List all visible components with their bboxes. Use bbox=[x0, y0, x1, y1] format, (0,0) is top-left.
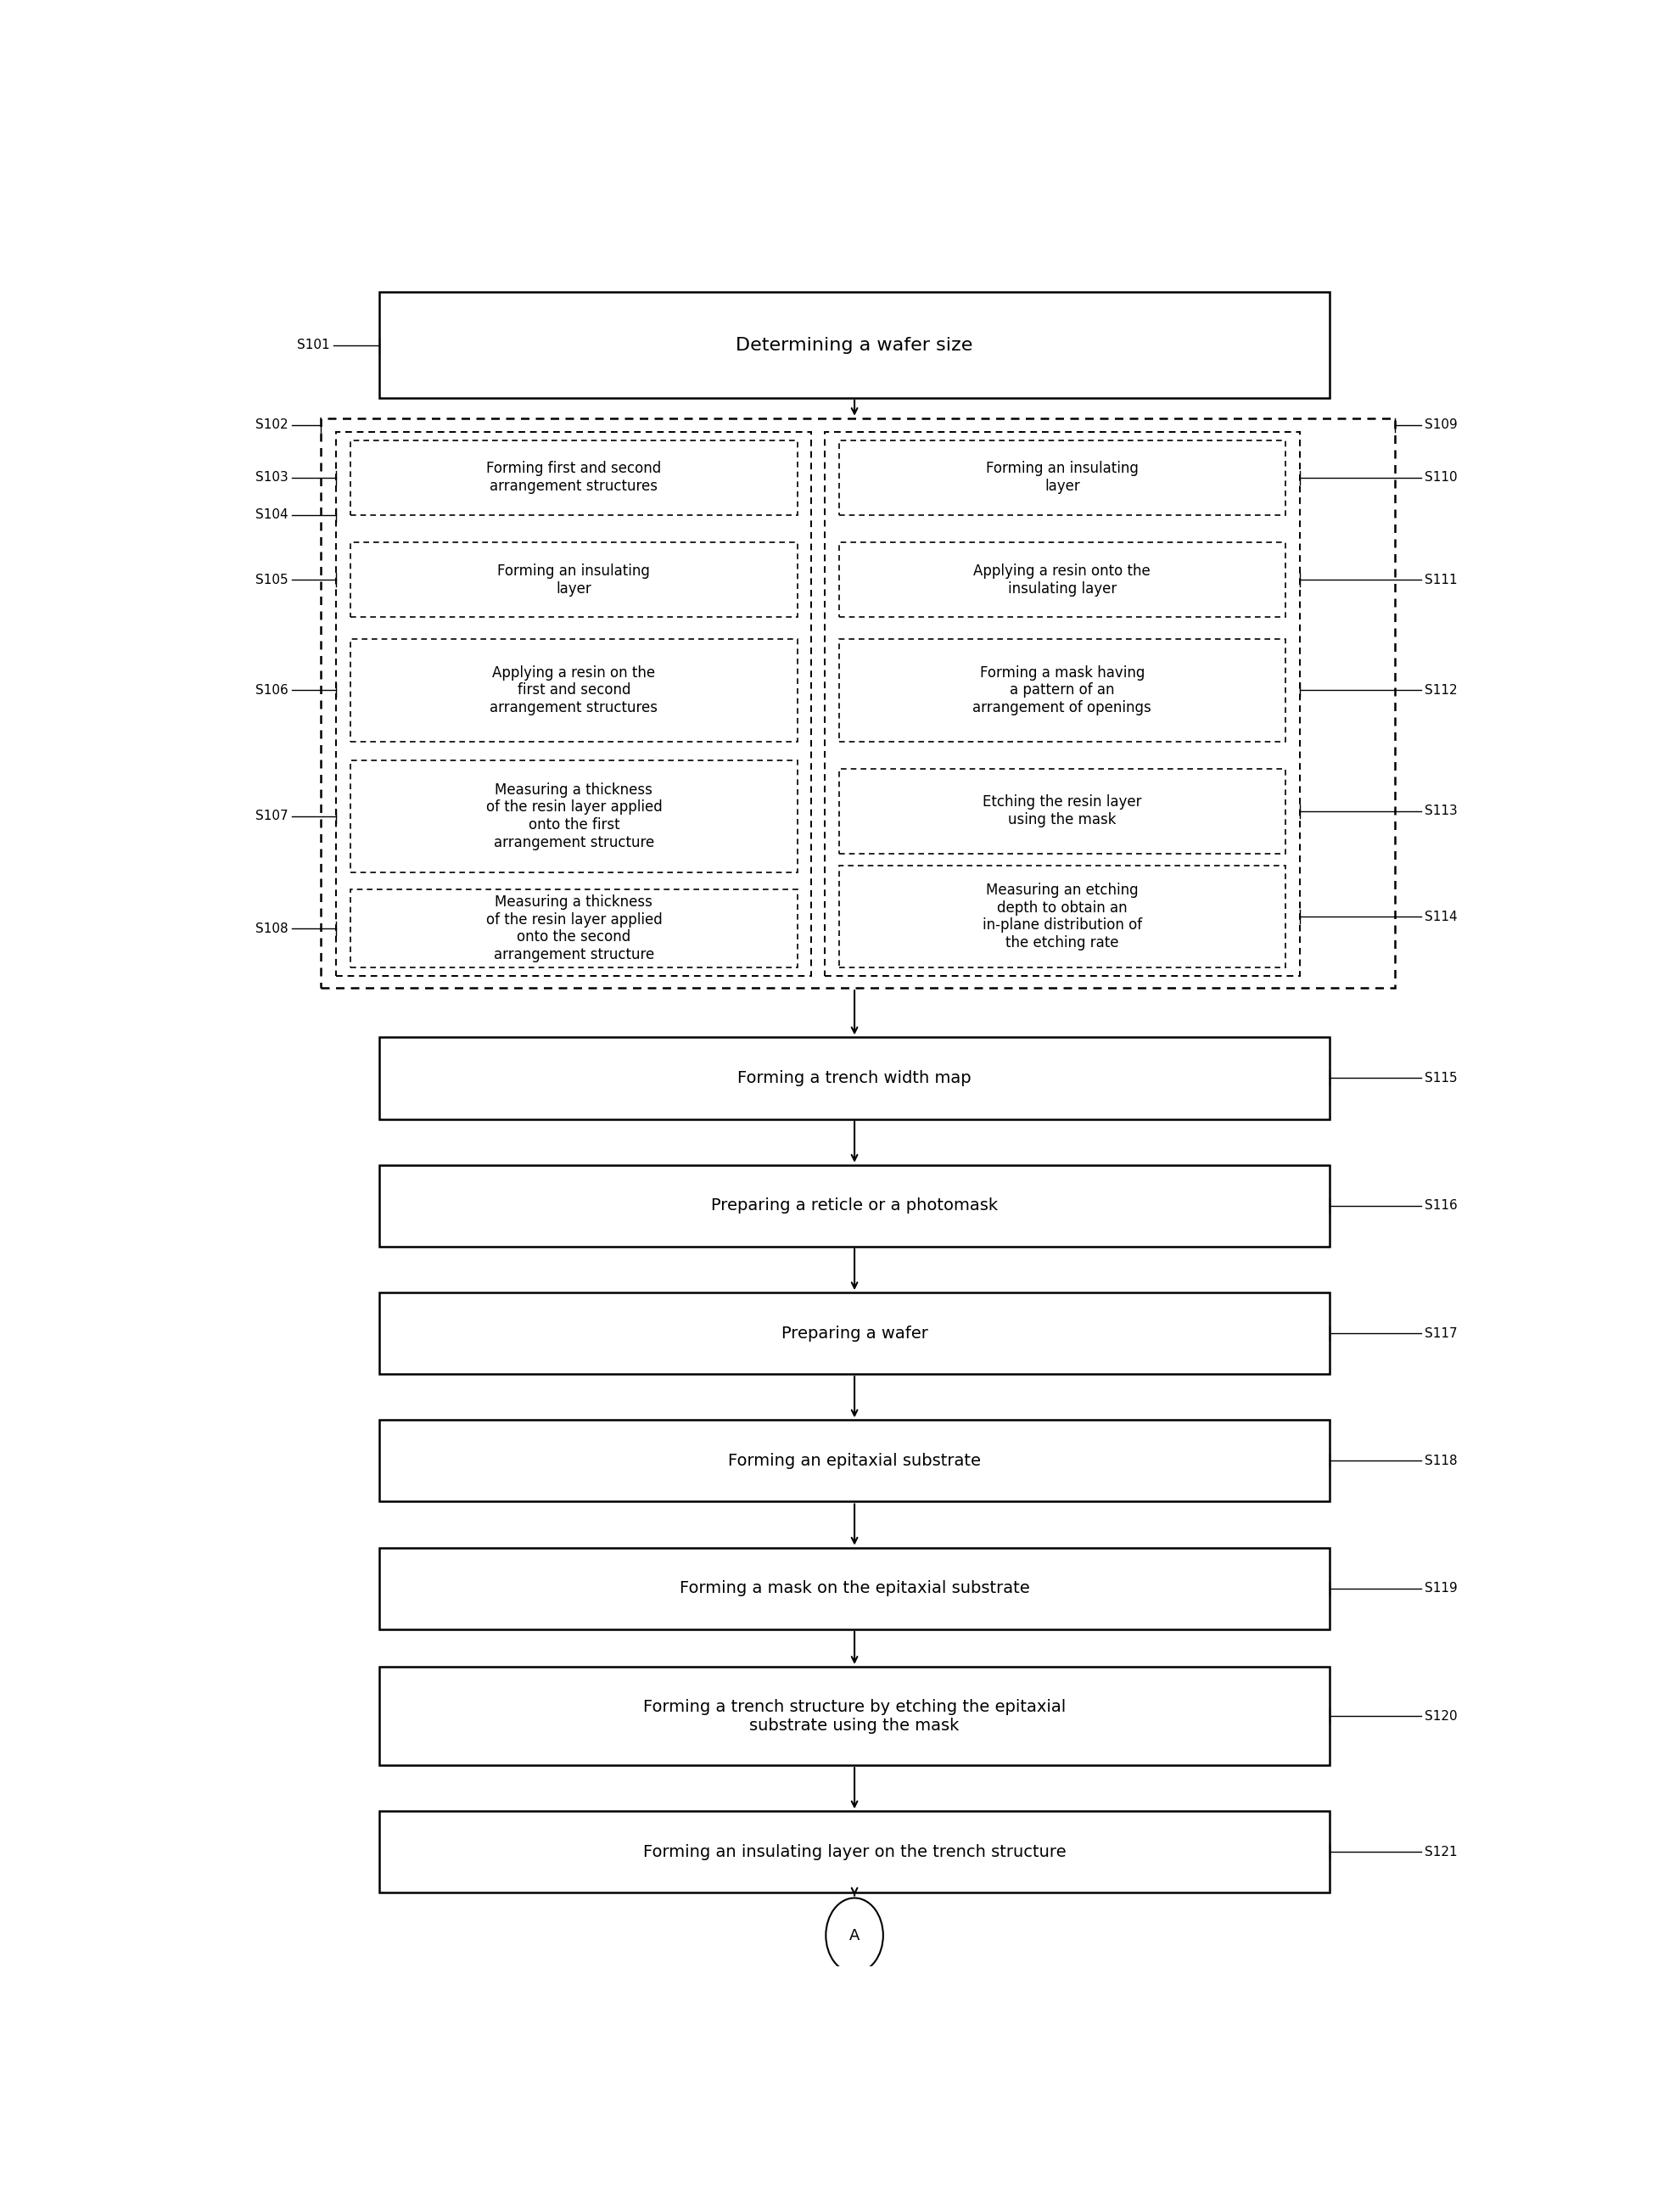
Text: S106: S106 bbox=[255, 685, 289, 696]
Bar bbox=[380, 1164, 1331, 1246]
Text: A: A bbox=[848, 1928, 860, 1944]
Text: S102: S102 bbox=[255, 418, 289, 431]
Text: Forming first and second
arrangement structures: Forming first and second arrangement str… bbox=[487, 462, 662, 495]
Text: Preparing a reticle or a photomask: Preparing a reticle or a photomask bbox=[711, 1197, 998, 1213]
Text: Measuring an etching
depth to obtain an
in-plane distribution of
the etching rat: Measuring an etching depth to obtain an … bbox=[983, 881, 1142, 950]
Text: S112: S112 bbox=[1425, 685, 1458, 696]
Text: S101: S101 bbox=[297, 338, 329, 351]
Text: Forming a trench structure by etching the epitaxial
substrate using the mask: Forming a trench structure by etching th… bbox=[643, 1699, 1065, 1734]
Bar bbox=[838, 440, 1285, 515]
Text: S103: S103 bbox=[255, 471, 289, 484]
Text: S114: S114 bbox=[1425, 910, 1458, 923]
Text: S116: S116 bbox=[1425, 1199, 1458, 1213]
Text: S121: S121 bbox=[1425, 1847, 1458, 1858]
Text: S113: S113 bbox=[1425, 804, 1458, 817]
Text: Forming a mask having
a pattern of an
arrangement of openings: Forming a mask having a pattern of an ar… bbox=[973, 665, 1151, 716]
Text: Applying a resin on the
first and second
arrangement structures: Applying a resin on the first and second… bbox=[491, 665, 659, 716]
Text: S109: S109 bbox=[1425, 418, 1458, 431]
Text: Forming an insulating layer on the trench structure: Forming an insulating layer on the trenc… bbox=[643, 1845, 1067, 1860]
Text: Forming an epitaxial substrate: Forming an epitaxial substrate bbox=[727, 1454, 981, 1469]
Bar bbox=[380, 1666, 1331, 1765]
Bar bbox=[838, 543, 1285, 616]
Bar bbox=[351, 543, 798, 616]
Bar bbox=[380, 1038, 1331, 1120]
Text: S119: S119 bbox=[1425, 1582, 1458, 1595]
Bar bbox=[380, 292, 1331, 398]
Text: Measuring a thickness
of the resin layer applied
onto the first
arrangement stru: Measuring a thickness of the resin layer… bbox=[486, 782, 662, 850]
Bar bbox=[838, 769, 1285, 853]
Text: Applying a resin onto the
insulating layer: Applying a resin onto the insulating lay… bbox=[974, 563, 1151, 596]
Text: S115: S115 bbox=[1425, 1071, 1458, 1085]
Text: Forming a mask on the epitaxial substrate: Forming a mask on the epitaxial substrat… bbox=[679, 1579, 1030, 1597]
Text: Forming an insulating
layer: Forming an insulating layer bbox=[986, 462, 1139, 495]
Bar bbox=[336, 431, 811, 976]
Text: Preparing a wafer: Preparing a wafer bbox=[781, 1325, 927, 1341]
Bar bbox=[351, 440, 798, 515]
Text: S105: S105 bbox=[255, 574, 289, 585]
Text: S110: S110 bbox=[1425, 471, 1458, 484]
Bar bbox=[825, 431, 1300, 976]
Text: S104: S104 bbox=[255, 508, 289, 521]
Bar bbox=[380, 1292, 1331, 1374]
Text: S107: S107 bbox=[255, 811, 289, 822]
Text: S108: S108 bbox=[255, 921, 289, 934]
Text: Forming an insulating
layer: Forming an insulating layer bbox=[497, 563, 650, 596]
Bar bbox=[838, 866, 1285, 968]
Text: S120: S120 bbox=[1425, 1710, 1458, 1723]
Text: Forming a trench width map: Forming a trench width map bbox=[738, 1069, 971, 1087]
Circle shape bbox=[827, 1898, 884, 1973]
Text: Measuring a thickness
of the resin layer applied
onto the second
arrangement str: Measuring a thickness of the resin layer… bbox=[486, 895, 662, 963]
Bar bbox=[380, 1549, 1331, 1630]
Bar bbox=[380, 1811, 1331, 1893]
Bar bbox=[351, 760, 798, 873]
Bar bbox=[321, 418, 1394, 987]
Text: S117: S117 bbox=[1425, 1328, 1458, 1339]
Bar bbox=[838, 638, 1285, 742]
Bar bbox=[351, 890, 798, 968]
Bar bbox=[380, 1420, 1331, 1502]
Text: Determining a wafer size: Determining a wafer size bbox=[736, 336, 973, 353]
Text: S111: S111 bbox=[1425, 574, 1458, 585]
Text: Etching the resin layer
using the mask: Etching the resin layer using the mask bbox=[983, 795, 1142, 828]
Bar bbox=[351, 638, 798, 742]
Text: S118: S118 bbox=[1425, 1454, 1458, 1467]
